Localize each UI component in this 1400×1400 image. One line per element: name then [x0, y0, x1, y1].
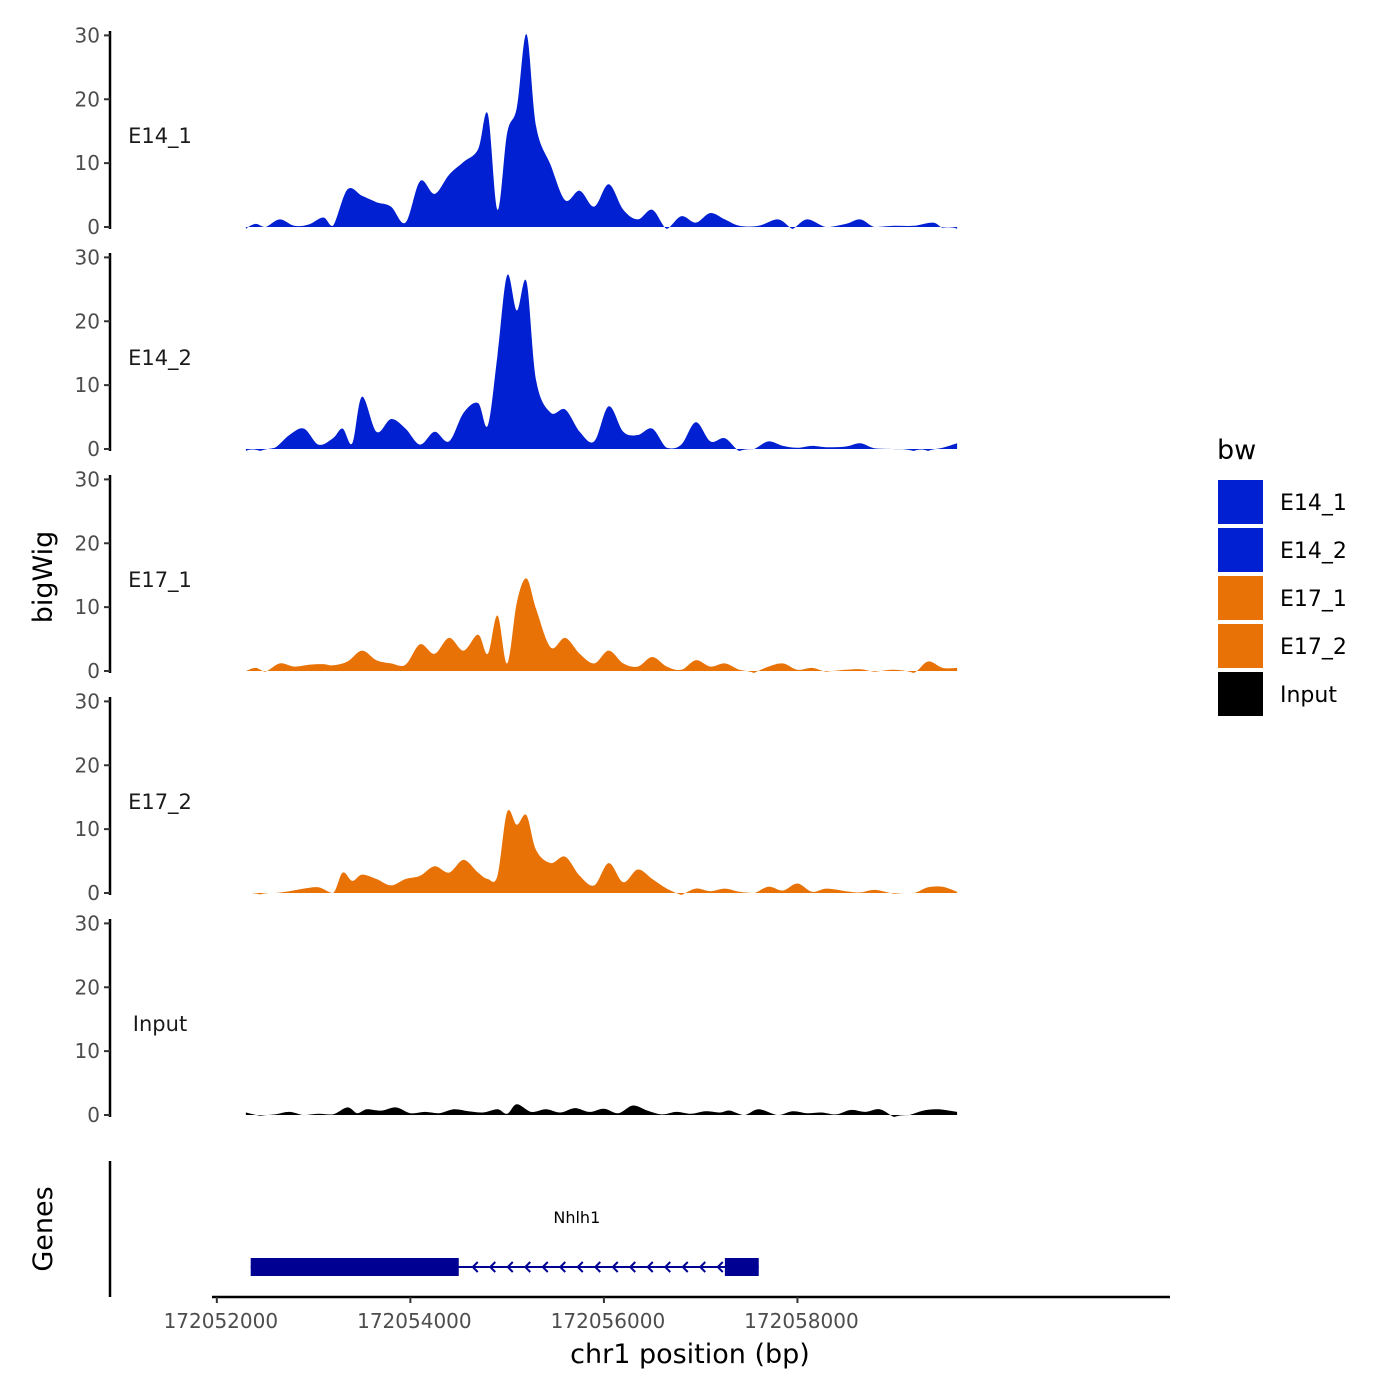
- y-tick-label: 0: [87, 215, 100, 239]
- y-tick-label: 10: [75, 151, 100, 175]
- gene-nhlh1: Nhlh1: [250, 1208, 759, 1276]
- x-tick-label: 172052000: [164, 1309, 279, 1333]
- y-tick-label: 10: [75, 373, 100, 397]
- track-e17-1: 0 10 20 30 E17_1: [75, 467, 958, 683]
- strand-arrow-icon: [646, 1261, 654, 1273]
- legend-key-input: [1218, 672, 1263, 716]
- y-tick-label: 0: [87, 1103, 100, 1127]
- y-tick-label: 20: [75, 309, 100, 333]
- x-tick-label: 172058000: [744, 1309, 859, 1333]
- y-tick-label: 20: [75, 531, 100, 555]
- y-tick-label: 0: [87, 437, 100, 461]
- x-axis-title: chr1 position (bp): [570, 1339, 810, 1370]
- gene-name-label: Nhlh1: [553, 1208, 600, 1227]
- y-axis-title: bigWig: [28, 531, 59, 624]
- y-tick-label: 20: [75, 87, 100, 111]
- legend-key-e14-2: [1218, 528, 1263, 572]
- track-input: 0 10 20 30 Input: [75, 911, 958, 1127]
- strand-arrow-icon: [663, 1261, 671, 1273]
- legend-label: E17_1: [1280, 587, 1347, 612]
- y-tick-label: 10: [75, 1039, 100, 1063]
- track-e14-2: 0 10 20 30 E14_2: [75, 245, 958, 461]
- panel-label: E17_1: [128, 568, 192, 593]
- strand-arrow-icon: [488, 1261, 496, 1273]
- x-tick-label: 172054000: [357, 1309, 472, 1333]
- strand-arrow-icon: [611, 1261, 619, 1273]
- track-e17-2: 0 10 20 30 E17_2: [75, 689, 958, 905]
- strand-arrow-icon: [628, 1261, 636, 1273]
- y-tick-label: 0: [87, 659, 100, 683]
- genes-axis-title: Genes: [28, 1186, 59, 1271]
- coverage-area-input: [245, 1104, 958, 1117]
- y-tick-label: 30: [75, 689, 100, 713]
- coverage-area-e14-2: [245, 274, 958, 451]
- strand-arrow-icon: [506, 1261, 514, 1273]
- legend-label: E14_2: [1280, 539, 1347, 564]
- y-tick-label: 20: [75, 753, 100, 777]
- legend-key-e17-1: [1218, 576, 1263, 620]
- legend-key-e17-2: [1218, 624, 1263, 668]
- panel-label: E14_1: [128, 124, 192, 149]
- strand-arrow-icon: [558, 1261, 566, 1273]
- panel-label: Input: [133, 1012, 187, 1036]
- legend: bw E14_1 E14_2 E17_1 E17_2 Input: [1217, 435, 1347, 716]
- strand-arrow-icon: [716, 1261, 724, 1273]
- panel-label: E17_2: [128, 790, 192, 815]
- coverage-area-e17-1: [245, 578, 958, 673]
- genes-track: Nhlh1: [108, 1161, 759, 1297]
- panel-label: E14_2: [128, 346, 192, 371]
- y-tick-label: 30: [75, 245, 100, 269]
- legend-label: Input: [1280, 683, 1337, 708]
- strand-arrow-icon: [471, 1261, 479, 1273]
- legend-key-e14-1: [1218, 480, 1263, 524]
- track-e14-1: 0 10 20 30 E14_1: [75, 23, 958, 239]
- strand-arrow-icon: [541, 1261, 549, 1273]
- strand-arrow-icon: [681, 1261, 689, 1273]
- legend-label: E17_2: [1280, 635, 1347, 660]
- y-tick-label: 20: [75, 975, 100, 999]
- y-tick-label: 10: [75, 817, 100, 841]
- legend-label: E14_1: [1280, 491, 1347, 516]
- x-tick-label: 172056000: [551, 1309, 666, 1333]
- gene-exon-block: [724, 1258, 759, 1276]
- legend-title: bw: [1217, 435, 1256, 466]
- track-panels: 0 10 20 30 E14_1 0 10 20 30 E14_2 0 10 20 30 E17_1 0 10 2…: [75, 23, 958, 1127]
- x-axis: 172052000 172054000 172056000 172058000: [164, 1295, 1170, 1333]
- strand-arrow-icon: [593, 1261, 601, 1273]
- y-tick-label: 30: [75, 23, 100, 47]
- strand-arrow-icon: [576, 1261, 584, 1273]
- y-tick-label: 10: [75, 595, 100, 619]
- coverage-area-e17-2: [245, 809, 958, 895]
- y-tick-label: 30: [75, 467, 100, 491]
- strand-arrow-icon: [523, 1261, 531, 1273]
- coverage-area-e14-1: [245, 34, 958, 229]
- gene-exon-block: [250, 1258, 459, 1276]
- y-tick-label: 0: [87, 881, 100, 905]
- strand-arrow-icon: [698, 1261, 706, 1273]
- y-tick-label: 30: [75, 911, 100, 935]
